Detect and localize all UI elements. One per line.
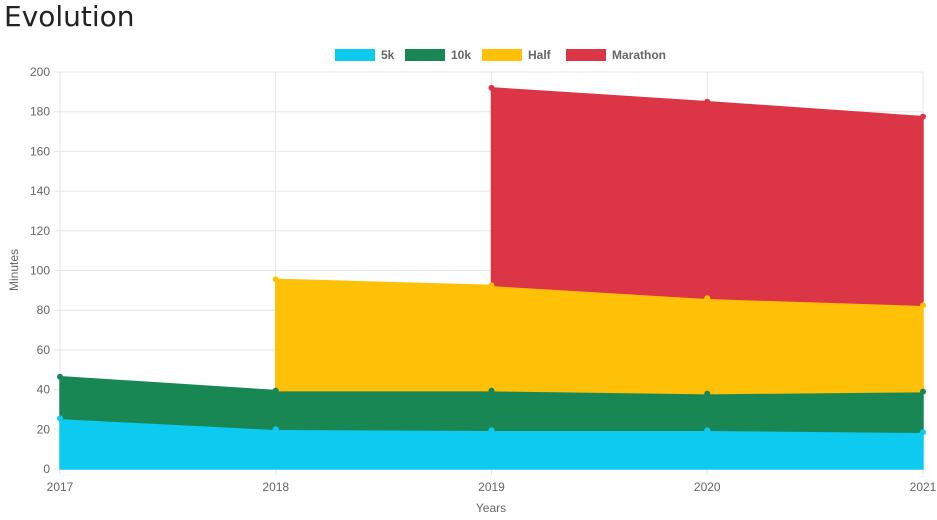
x-tick-label: 2021 (910, 480, 937, 494)
legend-swatch (482, 49, 522, 61)
x-tick-label: 2020 (694, 480, 721, 494)
data-point-5k[interactable] (488, 427, 495, 434)
y-tick-label: 100 (30, 264, 50, 278)
legend-label: Marathon (612, 48, 666, 62)
legend-label: 10k (451, 48, 471, 62)
data-point-10k[interactable] (488, 387, 495, 394)
axes: 0 20 40 60 80 100 120 140 160 180 200 2017 2018 2019 2… (30, 65, 937, 494)
y-tick-label: 180 (30, 105, 50, 119)
y-tick-label: 160 (30, 144, 50, 158)
data-point-10k[interactable] (57, 373, 63, 380)
legend-swatch (335, 49, 375, 61)
y-tick-label: 140 (30, 184, 50, 198)
data-point-10k[interactable] (704, 390, 711, 397)
x-tick-label: 2019 (478, 480, 505, 494)
y-tick-label: 120 (30, 224, 50, 238)
legend-label: Half (528, 48, 552, 62)
x-axis-title: Years (476, 501, 506, 515)
legend-item-half[interactable]: Half (482, 48, 552, 62)
data-point-marathon[interactable] (704, 98, 711, 105)
y-tick-label: 60 (37, 343, 51, 357)
data-point-half[interactable] (488, 282, 495, 289)
y-tick-label: 200 (30, 65, 50, 79)
legend-label: 5k (381, 48, 395, 62)
series-points (57, 84, 926, 436)
y-tick-label: 40 (37, 383, 51, 397)
legend-item-marathon[interactable]: Marathon (566, 48, 666, 62)
data-point-marathon[interactable] (488, 84, 495, 91)
data-point-10k[interactable] (920, 388, 926, 395)
legend-item-10k[interactable]: 10k (405, 48, 471, 62)
data-point-5k[interactable] (920, 429, 926, 436)
x-tick-label: 2018 (262, 480, 289, 494)
y-axis-title: Minutes (7, 249, 21, 291)
data-point-5k[interactable] (704, 427, 711, 434)
y-tick-label: 80 (37, 303, 51, 317)
legend: 5k 10k Half Marathon (335, 48, 666, 62)
legend-swatch (566, 49, 606, 61)
data-point-5k[interactable] (272, 426, 279, 433)
x-tick-label: 2017 (47, 480, 74, 494)
data-point-marathon[interactable] (920, 113, 926, 120)
data-point-10k[interactable] (272, 387, 279, 394)
data-point-half[interactable] (920, 302, 926, 309)
data-point-5k[interactable] (57, 415, 63, 422)
legend-item-5k[interactable]: 5k (335, 48, 395, 62)
y-tick-label: 0 (43, 462, 50, 476)
legend-swatch (405, 49, 445, 61)
area-marathon (490, 87, 924, 307)
data-point-half[interactable] (272, 276, 279, 283)
y-tick-label: 20 (37, 422, 51, 436)
page-title: Evolution (4, 0, 135, 33)
series-areas (59, 87, 924, 470)
data-point-half[interactable] (704, 295, 711, 302)
